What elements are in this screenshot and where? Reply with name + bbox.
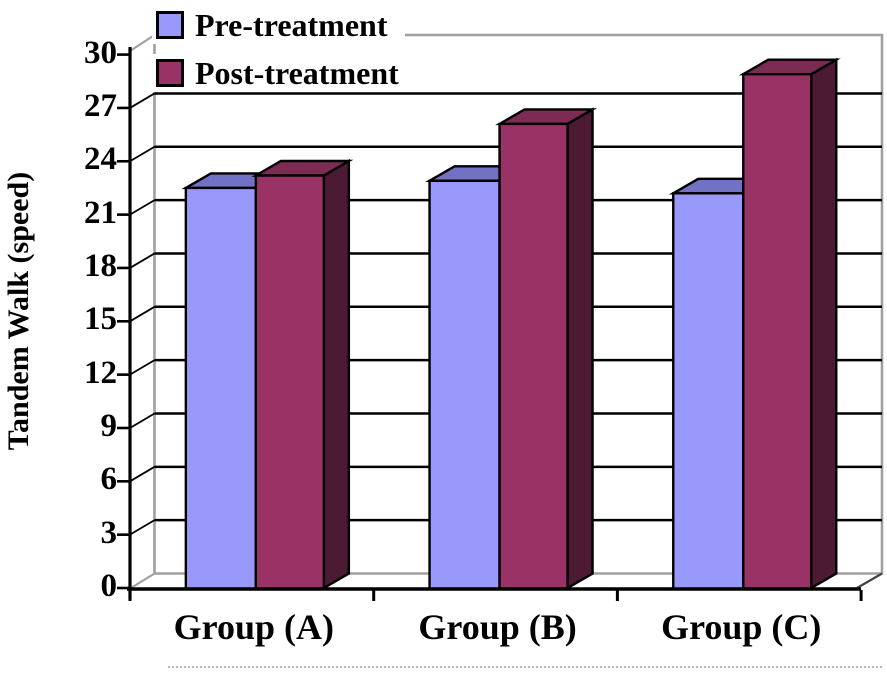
floor-right-edge [856, 572, 883, 589]
legend-item-post-treatment: Post-treatment [152, 54, 417, 92]
bar-pre-group-b-front [428, 179, 501, 591]
bar-post-group-c-side [810, 57, 838, 591]
tick-connector-9 [129, 412, 155, 429]
bar-post-group-c [738, 57, 841, 591]
legend-label-pre-treatment: Pre-treatment [195, 7, 388, 43]
tick-connector-3 [129, 519, 155, 536]
y-tick-label-3: 3 [100, 514, 118, 551]
legend-item-pre-treatment: Pre-treatment [152, 6, 406, 44]
y-tick-label-30: 30 [84, 34, 117, 71]
y-tick-label-12: 12 [84, 354, 117, 391]
wall-top-connector [129, 34, 156, 52]
bottom-artifact-line [168, 666, 882, 668]
bar-pre-group-a-front [184, 186, 258, 591]
bar-post-group-b-side [566, 107, 594, 591]
legend-swatch-pre-treatment-icon [156, 11, 184, 39]
y-tick-label-21: 21 [84, 194, 117, 231]
y-tick-label-15: 15 [84, 301, 117, 338]
bar-pre-group-c-front [672, 192, 745, 591]
bar-post-group-b-front [498, 122, 569, 591]
bar-post-group-a [251, 158, 354, 591]
tick-connector-18 [129, 252, 155, 269]
y-tick-label-18: 18 [84, 247, 117, 284]
floor-left-edge [130, 572, 156, 589]
y-tick-label-6: 6 [100, 461, 118, 498]
tick-connector-12 [129, 359, 155, 376]
bar-post-group-a-side [322, 158, 351, 591]
category-label-group-c: Group (C) [661, 607, 822, 647]
tick-connector-27 [129, 92, 155, 109]
bar-post-group-b [495, 107, 598, 591]
y-tick-label-0: 0 [100, 568, 118, 604]
tick-connector-15 [129, 306, 155, 323]
legend-label-post-treatment: Post-treatment [195, 55, 399, 91]
bar-post-group-c-front [742, 72, 813, 591]
tick-connector-21 [129, 199, 155, 216]
y-tick-label-9: 9 [100, 407, 118, 444]
tick-connector-24 [129, 146, 155, 163]
category-label-group-b: Group (B) [418, 607, 577, 647]
category-label-group-a: Group (A) [173, 607, 335, 647]
legend-swatch-post-treatment-icon [156, 59, 184, 87]
bar-post-group-a-front [254, 174, 326, 591]
y-tick-label-24: 24 [84, 141, 117, 178]
y-tick-label-27: 27 [84, 87, 117, 124]
tick-connector-6 [129, 466, 155, 483]
